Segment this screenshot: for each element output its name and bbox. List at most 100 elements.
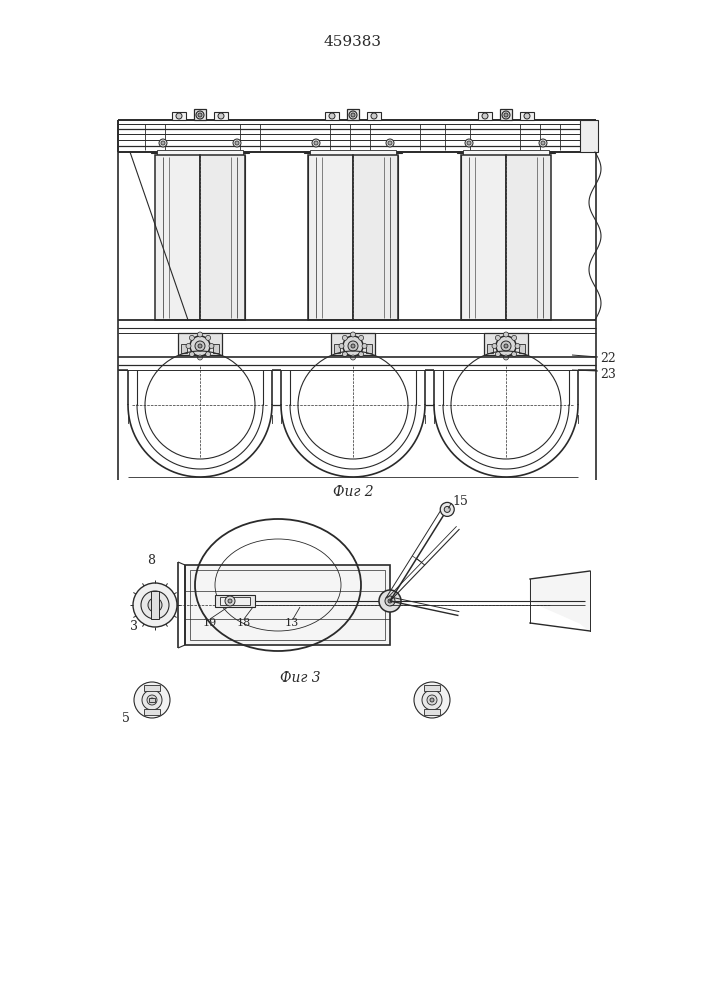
Circle shape: [195, 341, 205, 351]
Bar: [331, 333, 375, 355]
Bar: [149, 698, 155, 702]
Circle shape: [492, 344, 497, 349]
Circle shape: [235, 141, 239, 145]
Circle shape: [467, 141, 471, 145]
Circle shape: [150, 698, 154, 702]
Circle shape: [422, 690, 442, 710]
Circle shape: [503, 355, 508, 360]
Bar: [214, 112, 228, 120]
Text: 8: 8: [147, 554, 155, 566]
Circle shape: [440, 502, 454, 516]
Circle shape: [197, 355, 202, 360]
Circle shape: [228, 599, 232, 603]
Circle shape: [159, 139, 167, 147]
Circle shape: [496, 352, 501, 357]
Circle shape: [362, 344, 367, 349]
Bar: [478, 112, 492, 120]
Circle shape: [496, 336, 516, 356]
Circle shape: [196, 111, 204, 119]
Circle shape: [198, 113, 202, 117]
Text: 23: 23: [600, 367, 616, 380]
Circle shape: [312, 139, 320, 147]
Circle shape: [206, 335, 211, 340]
Bar: [424, 685, 440, 691]
Bar: [190, 570, 385, 640]
Text: Фиг 3: Фиг 3: [280, 671, 320, 685]
Circle shape: [329, 113, 335, 119]
Bar: [424, 709, 440, 715]
Circle shape: [385, 596, 395, 606]
Bar: [367, 112, 381, 120]
Circle shape: [351, 344, 355, 348]
Bar: [213, 344, 219, 353]
Bar: [310, 150, 396, 155]
Circle shape: [444, 506, 450, 512]
Circle shape: [512, 352, 517, 357]
Circle shape: [161, 141, 165, 145]
Circle shape: [209, 344, 214, 349]
Circle shape: [314, 141, 318, 145]
Circle shape: [339, 344, 344, 349]
Bar: [194, 109, 206, 120]
Bar: [519, 344, 525, 353]
Bar: [151, 152, 249, 153]
Circle shape: [388, 141, 392, 145]
Circle shape: [358, 352, 363, 357]
Circle shape: [512, 335, 517, 340]
Bar: [172, 112, 186, 120]
Polygon shape: [530, 571, 590, 631]
Circle shape: [386, 139, 394, 147]
Circle shape: [142, 690, 162, 710]
Bar: [200, 155, 245, 320]
Bar: [500, 109, 512, 120]
Circle shape: [515, 344, 520, 349]
Bar: [144, 709, 160, 715]
Circle shape: [198, 344, 202, 348]
Text: 13: 13: [285, 618, 299, 628]
Circle shape: [351, 113, 355, 117]
Bar: [308, 155, 353, 320]
Circle shape: [503, 332, 508, 337]
Bar: [463, 150, 549, 155]
Bar: [215, 595, 255, 607]
Circle shape: [233, 139, 241, 147]
Circle shape: [197, 332, 202, 337]
Circle shape: [189, 335, 194, 340]
Circle shape: [388, 599, 392, 603]
Circle shape: [152, 602, 158, 608]
Text: 18: 18: [237, 618, 251, 628]
Text: Фиг 2: Фиг 2: [333, 485, 373, 499]
Bar: [157, 150, 243, 155]
Circle shape: [186, 344, 191, 349]
Bar: [181, 344, 187, 353]
Text: 15: 15: [452, 495, 468, 508]
Circle shape: [141, 591, 169, 619]
Bar: [520, 112, 534, 120]
Circle shape: [176, 113, 182, 119]
Circle shape: [148, 598, 162, 612]
Circle shape: [427, 695, 437, 705]
Circle shape: [343, 336, 363, 356]
Circle shape: [134, 682, 170, 718]
Circle shape: [504, 113, 508, 117]
Bar: [353, 155, 398, 320]
Bar: [484, 333, 528, 355]
Text: 459383: 459383: [324, 35, 382, 49]
Bar: [185, 565, 390, 645]
Bar: [366, 344, 372, 353]
Circle shape: [539, 139, 547, 147]
Bar: [220, 597, 250, 605]
Circle shape: [190, 336, 210, 356]
Bar: [144, 685, 160, 691]
Circle shape: [504, 344, 508, 348]
Text: 5: 5: [122, 712, 130, 724]
Bar: [334, 344, 340, 353]
Circle shape: [482, 113, 488, 119]
Bar: [580, 120, 598, 152]
Circle shape: [358, 335, 363, 340]
Circle shape: [342, 335, 347, 340]
Bar: [487, 344, 493, 353]
Bar: [304, 152, 402, 153]
Circle shape: [218, 113, 224, 119]
Circle shape: [430, 698, 434, 702]
